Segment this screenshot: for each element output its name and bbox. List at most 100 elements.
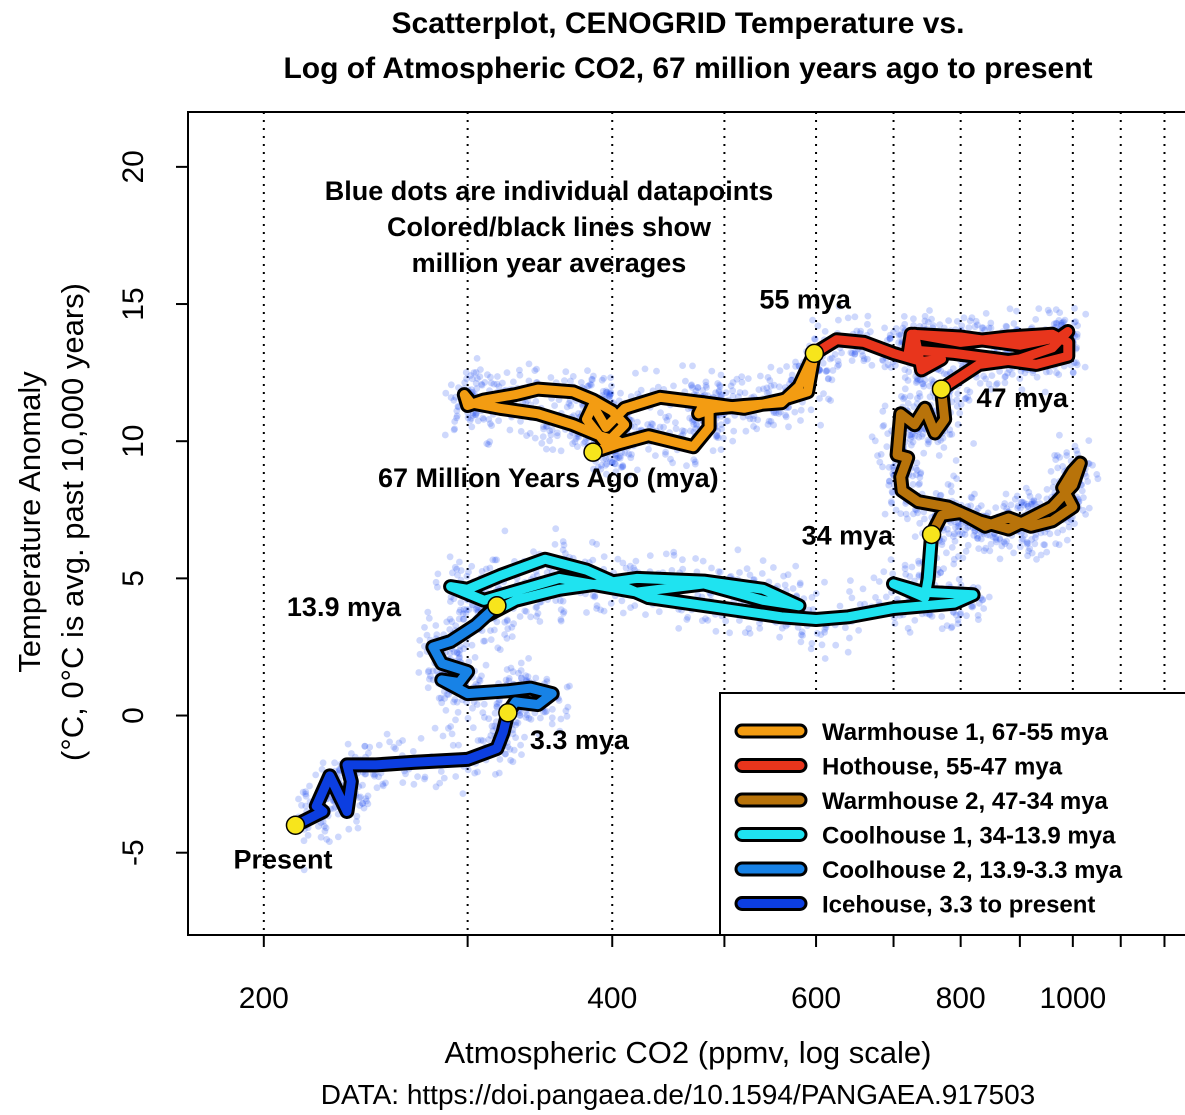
scatter-point — [842, 624, 849, 632]
scatter-point — [1059, 526, 1067, 534]
scatter-point — [776, 367, 784, 375]
scatter-point — [722, 389, 730, 396]
scatter-point — [797, 406, 805, 414]
scatter-point — [943, 622, 951, 629]
scatter-point — [551, 541, 559, 548]
scatter-point — [954, 528, 962, 535]
scatter-point — [672, 419, 679, 426]
scatter-point — [892, 325, 900, 332]
scatter-point — [996, 555, 1004, 563]
scatter-point — [1026, 493, 1034, 500]
scatter-point — [302, 788, 310, 796]
scatter-point — [567, 402, 575, 410]
scatter-point — [708, 367, 716, 375]
series-line — [446, 530, 978, 624]
scatter-point — [690, 456, 698, 463]
scatter-point — [715, 387, 723, 395]
scatter-point — [969, 603, 976, 611]
scatter-point — [592, 467, 600, 475]
scatter-point — [900, 313, 908, 320]
scatter-point — [699, 387, 707, 394]
scatter-point — [521, 607, 529, 615]
marker-point — [498, 703, 518, 723]
scatter-point — [775, 410, 783, 417]
scatter-point — [446, 626, 454, 633]
scatter-point — [792, 562, 800, 570]
scatter-point — [512, 734, 519, 741]
scatter-point — [670, 382, 677, 390]
scatter-point — [366, 743, 374, 751]
scatter-point — [531, 434, 539, 442]
scatter-point — [738, 373, 746, 380]
scatter-point — [879, 357, 887, 364]
scatter-point — [1055, 371, 1063, 378]
scatter-point — [883, 443, 891, 450]
scatter-point — [482, 565, 490, 573]
scatter-point — [829, 367, 837, 374]
scatter-point — [476, 373, 484, 380]
scatter-point — [450, 426, 458, 434]
scatter-point — [880, 422, 888, 429]
scatter-point — [479, 414, 487, 422]
scatter-point — [503, 635, 511, 642]
scatter-point — [826, 355, 834, 363]
scatter-point — [433, 631, 441, 639]
scatter-point — [432, 578, 440, 586]
scatter-point — [1073, 330, 1081, 338]
scatter-point — [516, 371, 524, 379]
scatter-point — [770, 381, 778, 389]
scatter-point — [382, 779, 389, 787]
scatter-point — [702, 382, 710, 389]
scatter-point — [508, 633, 516, 640]
scatter-point — [886, 331, 894, 339]
scatter-point — [1082, 511, 1089, 518]
scatter-point — [1071, 319, 1078, 326]
scatter-point — [611, 460, 618, 468]
scatter-point — [361, 742, 369, 750]
scatter-point — [906, 392, 914, 400]
scatter-point — [619, 463, 627, 470]
scatter-point — [733, 375, 741, 383]
scatter-point — [717, 391, 725, 399]
scatter-point — [992, 534, 999, 542]
scatter-point — [965, 324, 973, 331]
scatter-point — [345, 825, 353, 833]
marker-label: 34 mya — [802, 520, 895, 550]
scatter-point — [1052, 540, 1060, 548]
scatter-point — [978, 596, 986, 604]
scatter-point — [976, 380, 984, 387]
scatter-point — [904, 515, 911, 523]
scatter-point — [736, 569, 743, 576]
scatter-point — [549, 705, 556, 713]
scatter-point — [546, 437, 553, 445]
scatter-point — [457, 599, 465, 606]
scatter-point — [767, 363, 775, 371]
scatter-point — [504, 616, 511, 624]
series-line — [428, 601, 557, 718]
scatter-point — [1049, 483, 1057, 491]
scatter-point — [908, 563, 916, 571]
legend-label: Coolhouse 1, 34-13.9 mya — [822, 823, 1116, 850]
scatter-point — [757, 372, 764, 380]
scatter-point — [921, 376, 929, 384]
scatter-point — [791, 408, 799, 416]
scatter-point — [996, 367, 1003, 375]
scatter-point — [1023, 540, 1031, 548]
scatter-point — [621, 449, 629, 457]
scatter-point — [462, 609, 470, 617]
scatter-point — [586, 381, 594, 388]
scatter-point — [625, 450, 633, 458]
scatter-point — [523, 711, 531, 719]
scatter-point — [564, 703, 572, 711]
scatter-point — [571, 438, 579, 446]
scatter-point — [473, 605, 481, 612]
scatter-point — [888, 499, 895, 507]
scatter-point — [1073, 447, 1080, 454]
scatter-point — [1040, 541, 1048, 548]
scatter-point — [518, 674, 525, 682]
scatter-point — [1026, 545, 1034, 552]
scatter-point — [319, 759, 327, 767]
scatter-point — [1085, 437, 1093, 444]
scatter-point — [1063, 449, 1071, 456]
scatter-point — [453, 565, 461, 573]
